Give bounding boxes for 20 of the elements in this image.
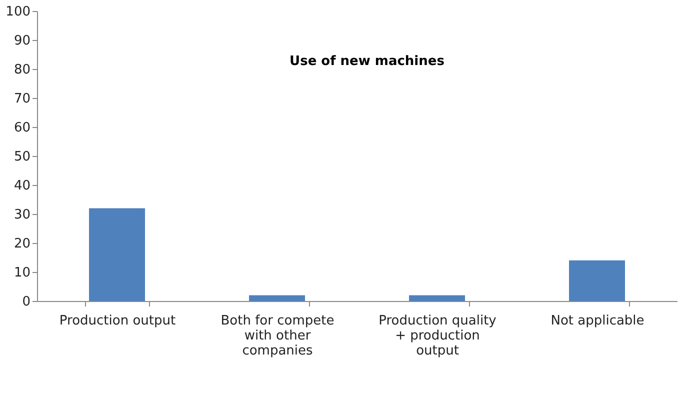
text: Use of new machines [290,54,445,69]
x-tick-label: Both for compete with other companies [220,314,334,358]
bar [89,208,145,301]
y-tick-label: 50 [14,150,30,164]
y-tick-label: 90 [14,34,30,48]
y-tick-label: 10 [14,266,30,280]
y-tick-label: 30 [14,208,30,222]
bar [569,260,625,301]
x-tick-label: Not applicable [550,314,644,328]
y-tick-label: 40 [14,178,30,194]
bar [249,295,305,301]
y-tick-label: 70 [14,92,30,106]
x-tick-label: Production quality + production output [378,314,497,358]
y-tick-label: 100 [6,4,30,20]
y-tick-label: 80 [14,62,30,78]
y-tick-label: 20 [14,236,30,252]
y-tick-label: 0 [22,294,30,310]
x-tick-label: Production output [59,314,176,328]
bar [409,295,465,301]
y-tick-label: 60 [14,120,30,136]
